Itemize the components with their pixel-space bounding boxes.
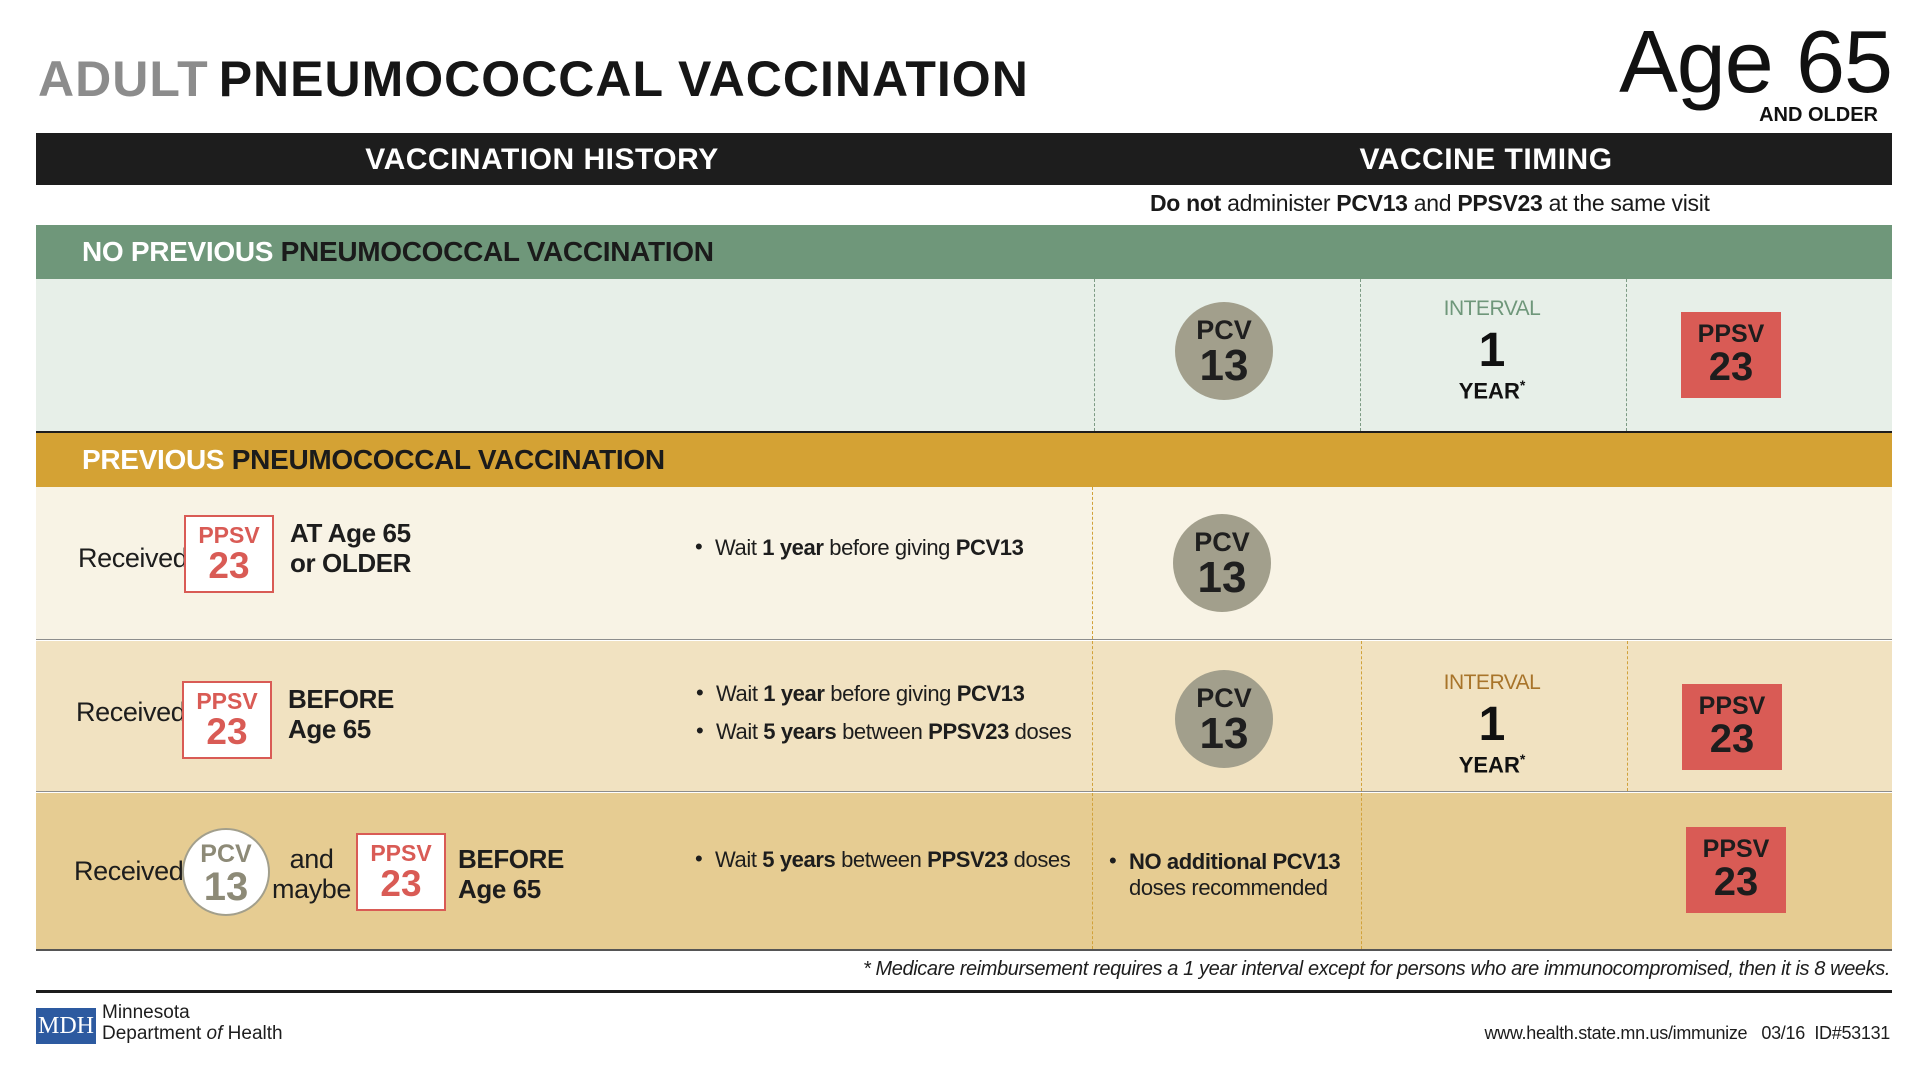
age-subheading: AND OLDER (1759, 104, 1878, 126)
ppsv23-badge: PPSV 23 (1682, 684, 1782, 770)
ppsv23-badge: PPSV 23 (1681, 312, 1781, 398)
ppsv23-outline-badge: PPSV 23 (182, 681, 272, 759)
title-adult: ADULT (38, 51, 209, 107)
row-no-previous: PCV 13 INTERVAL 1 YEAR* PPSV 23 (36, 279, 1892, 431)
section-no-previous-rest: PNEUMOCOCCAL VACCINATION (273, 236, 714, 267)
mdh-logo: MDH (36, 1008, 96, 1044)
age-heading: Age 65 (1619, 12, 1893, 111)
bullet-item: Wait 5 years between PPSV23 doses (693, 846, 1071, 873)
history-note: BEFORE Age 65 (458, 844, 564, 904)
interval-number: 1 (1478, 698, 1506, 751)
pcv13-outline-badge: PCV 13 (182, 828, 270, 916)
note-and: and (1407, 190, 1458, 216)
note-ppsv23: PPSV23 (1457, 190, 1543, 216)
timing-bullets: Wait 5 years between PPSV23 doses (693, 846, 1071, 885)
title-main: PNEUMOCOCCAL VACCINATION (218, 51, 1029, 107)
bullet-item: Wait 1 year before giving PCV13 (693, 534, 1024, 561)
interval-year: YEAR* (1458, 377, 1526, 404)
section-no-previous-highlight: NO PREVIOUS (82, 236, 274, 267)
note-pcv13: PCV13 (1336, 190, 1408, 216)
row-pcv13-before-65: Received PCV 13 and maybe PPSV 23 BEFORE Age… (36, 793, 1892, 951)
medicare-footnote: * Medicare reimbursement requires a 1 ye… (863, 958, 1890, 980)
and-maybe: and maybe (272, 844, 352, 904)
pcv13-badge: PCV 13 (1175, 670, 1273, 768)
footer-url[interactable]: www.health.state.mn.us/immunize (1484, 1023, 1748, 1043)
footer-id: ID#53131 (1814, 1023, 1890, 1043)
note-administer: administer (1221, 190, 1337, 216)
footer-date: 03/16 (1761, 1023, 1805, 1043)
interval-label: INTERVAL (1443, 671, 1541, 694)
section-no-previous: NO PREVIOUS PNEUMOCOCCAL VACCINATION (36, 225, 1892, 279)
interval-year: YEAR* (1458, 751, 1526, 778)
bullet-item: Wait 5 years between PPSV23 doses (694, 718, 1072, 745)
received-label: Received (78, 543, 188, 573)
section-previous-highlight: PREVIOUS (82, 444, 225, 475)
ppsv23-outline-badge: PPSV 23 (356, 833, 446, 911)
header-vaccine-timing: VACCINE TIMING (1359, 143, 1613, 176)
history-note: AT Age 65 or OLDER (290, 518, 412, 578)
column-header-bar: VACCINATION HISTORY VACCINE TIMING (36, 133, 1892, 185)
note-rest: at the same visit (1542, 190, 1710, 216)
section-divider (36, 431, 1892, 434)
timing-bullets: Wait 1 year before giving PCV13 (693, 534, 1024, 573)
received-label: Received (76, 697, 186, 727)
section-previous-rest: PNEUMOCOCCAL VACCINATION (224, 444, 665, 475)
interval-block: INTERVAL 1 YEAR* (1392, 671, 1592, 778)
timing-bullets: Wait 1 year before giving PCV13 Wait 5 y… (694, 680, 1072, 757)
footer-divider (36, 990, 1892, 993)
ppsv23-badge: PPSV 23 (1686, 827, 1786, 913)
interval-block: INTERVAL 1 YEAR* (1392, 297, 1592, 404)
ppsv23-outline-badge: PPSV 23 (184, 515, 274, 593)
received-label: Received (74, 856, 184, 886)
note-do-not: Do not (1150, 190, 1222, 216)
interval-label: INTERVAL (1443, 297, 1541, 320)
same-visit-note: Do not administer PCV13 and PPSV23 at th… (1150, 190, 1850, 217)
history-note: BEFORE Age 65 (288, 684, 394, 744)
header-vaccination-history: VACCINATION HISTORY (365, 143, 719, 176)
footer-meta: www.health.state.mn.us/immunize 03/16 ID… (1484, 1023, 1890, 1044)
section-previous: PREVIOUS PNEUMOCOCCAL VACCINATION (36, 433, 1892, 487)
page-title: ADULT PNEUMOCOCCAL VACCINATION (38, 50, 1029, 108)
org-name: Minnesota Department of Health (102, 1002, 283, 1044)
bullet-item: Wait 1 year before giving PCV13 (694, 680, 1071, 707)
pcv13-badge: PCV 13 (1175, 302, 1273, 400)
pcv13-badge: PCV 13 (1173, 514, 1271, 612)
interval-number: 1 (1478, 324, 1506, 377)
